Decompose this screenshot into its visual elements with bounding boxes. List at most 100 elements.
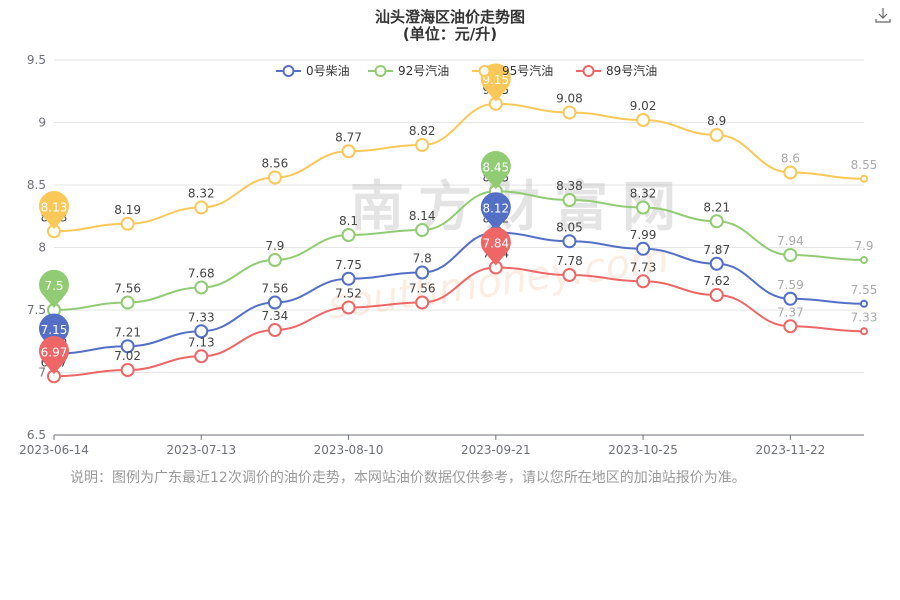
data-point (636, 274, 651, 289)
data-label: 8.32 (630, 187, 657, 201)
legend-swatch-marker (478, 65, 491, 77)
marker-label: 8.13 (41, 200, 68, 214)
data-point (341, 228, 356, 242)
y-tick-label: 8.5 (27, 178, 46, 192)
data-label: 8.82 (409, 124, 436, 138)
data-label: 7.9 (265, 239, 284, 253)
data-label: 7.56 (114, 282, 141, 296)
data-point (415, 265, 430, 280)
data-label: 7.56 (262, 282, 289, 296)
chart-title: 汕头澄海区油价走势图 (374, 8, 525, 26)
data-label: 7.21 (114, 325, 141, 339)
data-label: 8.77 (335, 130, 362, 144)
legend-swatch-marker (374, 65, 387, 77)
data-point (194, 280, 209, 295)
data-point (783, 291, 798, 306)
legend-swatch-marker (582, 65, 595, 77)
data-label: 7.52 (335, 287, 362, 301)
data-label: 7.78 (556, 254, 583, 268)
data-point (783, 165, 798, 180)
x-tick-label: 2023-08-10 (314, 443, 384, 457)
data-point (860, 256, 868, 264)
data-point (709, 288, 724, 302)
y-tick-label: 9.5 (27, 53, 46, 67)
x-tick-label: 2023-11-22 (755, 443, 825, 457)
data-label: 7.75 (335, 258, 362, 272)
marker-label: 7.5 (44, 279, 63, 293)
data-point (860, 174, 868, 183)
data-point (120, 216, 135, 231)
legend: 0号柴油 92号汽油 95号汽油 89号汽油 (276, 63, 657, 78)
data-point (562, 105, 577, 120)
data-point (194, 349, 209, 364)
x-tick-label: 2023-10-25 (608, 443, 678, 457)
data-point (415, 138, 430, 152)
data-point (860, 327, 868, 336)
y-tick-label: 8 (38, 241, 46, 255)
marker-label: 8.12 (482, 202, 509, 216)
data-label: 7.8 (413, 252, 432, 266)
data-label: 7.99 (630, 228, 657, 242)
data-point (562, 193, 577, 207)
data-label: 9.02 (630, 99, 657, 113)
series-line (53, 266, 865, 378)
data-point (341, 300, 356, 315)
data-label: 7.9 (854, 239, 873, 253)
y-tick-label: 6.5 (27, 428, 46, 442)
data-point (341, 271, 356, 286)
y-tick-label: 7 (38, 366, 46, 380)
series-points (47, 96, 868, 384)
data-label: 8.38 (556, 179, 583, 193)
data-point (709, 214, 724, 229)
data-point (783, 248, 798, 262)
data-point (562, 268, 577, 282)
data-point (636, 113, 651, 127)
data-label: 8.32 (188, 187, 215, 201)
data-point (120, 339, 135, 354)
data-label: 8.6 (781, 152, 800, 166)
data-label: 7.56 (409, 282, 436, 296)
data-point (267, 253, 282, 267)
data-label: 8.05 (556, 220, 583, 234)
marker-pin (39, 336, 69, 375)
data-label: 7.13 (188, 335, 215, 349)
marker-pin (480, 151, 511, 190)
legend-swatch-marker (282, 65, 295, 77)
x-tick-label: 2023-09-21 (461, 443, 531, 457)
legend-label: 95号汽油 (502, 63, 553, 78)
legend-label: 92号汽油 (398, 63, 449, 78)
data-point (120, 363, 135, 377)
grid-lines (54, 59, 864, 373)
data-label: 8.19 (114, 203, 141, 217)
marker-pin (39, 191, 69, 230)
data-label: 8.21 (703, 200, 730, 214)
data-point (860, 299, 868, 308)
data-label: 9.08 (556, 92, 583, 106)
data-point (341, 144, 356, 159)
x-tick-label: 2023-06-14 (19, 443, 89, 457)
data-label: 7.73 (630, 260, 657, 274)
marker-label: 9.15 (482, 73, 509, 87)
marker-label: 7.15 (41, 323, 68, 337)
legend-label: 89号汽油 (606, 63, 657, 78)
data-label: 8.1 (339, 214, 358, 228)
data-point (783, 319, 798, 334)
chart-note: 说明：图例为广东最近12次调价的油价走势，本网站油价数据仅供参考，请以您所在地区… (70, 470, 746, 486)
data-point (194, 200, 209, 215)
data-point (636, 200, 651, 215)
data-label: 7.37 (777, 305, 804, 319)
data-point (415, 223, 430, 237)
marker-label: 6.97 (41, 345, 68, 359)
data-point (562, 234, 577, 249)
data-label: 8.56 (262, 157, 289, 171)
data-point (267, 295, 282, 310)
data-label: 7.02 (114, 349, 141, 363)
y-tick-label: 7.5 (27, 303, 46, 317)
marker-pin (39, 269, 69, 308)
line-chart: 南方财富网 southmoney.com 6.577.588.599.52023… (19, 53, 878, 457)
data-label: 7.68 (188, 267, 215, 281)
marker-label: 7.84 (482, 237, 509, 251)
download-icon[interactable] (874, 6, 892, 24)
data-label: 7.33 (851, 310, 878, 324)
data-label: 7.94 (777, 234, 804, 248)
